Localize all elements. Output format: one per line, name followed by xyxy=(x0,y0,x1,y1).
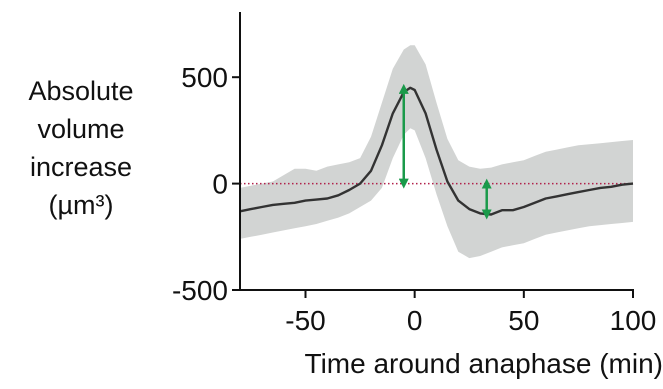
y-tick-label: 500 xyxy=(181,62,228,93)
x-axis-label: Time around anaphase (min) xyxy=(304,348,663,379)
y-axis-label: Absolute volume increase (µm³) xyxy=(0,72,162,224)
y-axis-label-line-2: volume xyxy=(37,114,125,144)
y-tick-label: 0 xyxy=(212,169,228,200)
x-tick-label: -50 xyxy=(285,305,325,336)
annotation-arrow-layer xyxy=(398,83,492,220)
y-axis-label-line-1: Absolute xyxy=(28,76,134,106)
x-tick-label: 50 xyxy=(508,305,539,336)
mean-volume-line xyxy=(239,86,634,216)
mean-line-layer xyxy=(239,86,634,216)
x-tick-label: 0 xyxy=(407,305,423,336)
x-tick-label: 100 xyxy=(610,305,657,336)
y-axis-label-unit: (µm³) xyxy=(48,190,114,220)
y-axis-label-line-3: increase xyxy=(29,152,133,182)
y-tick-label: -500 xyxy=(172,275,228,306)
